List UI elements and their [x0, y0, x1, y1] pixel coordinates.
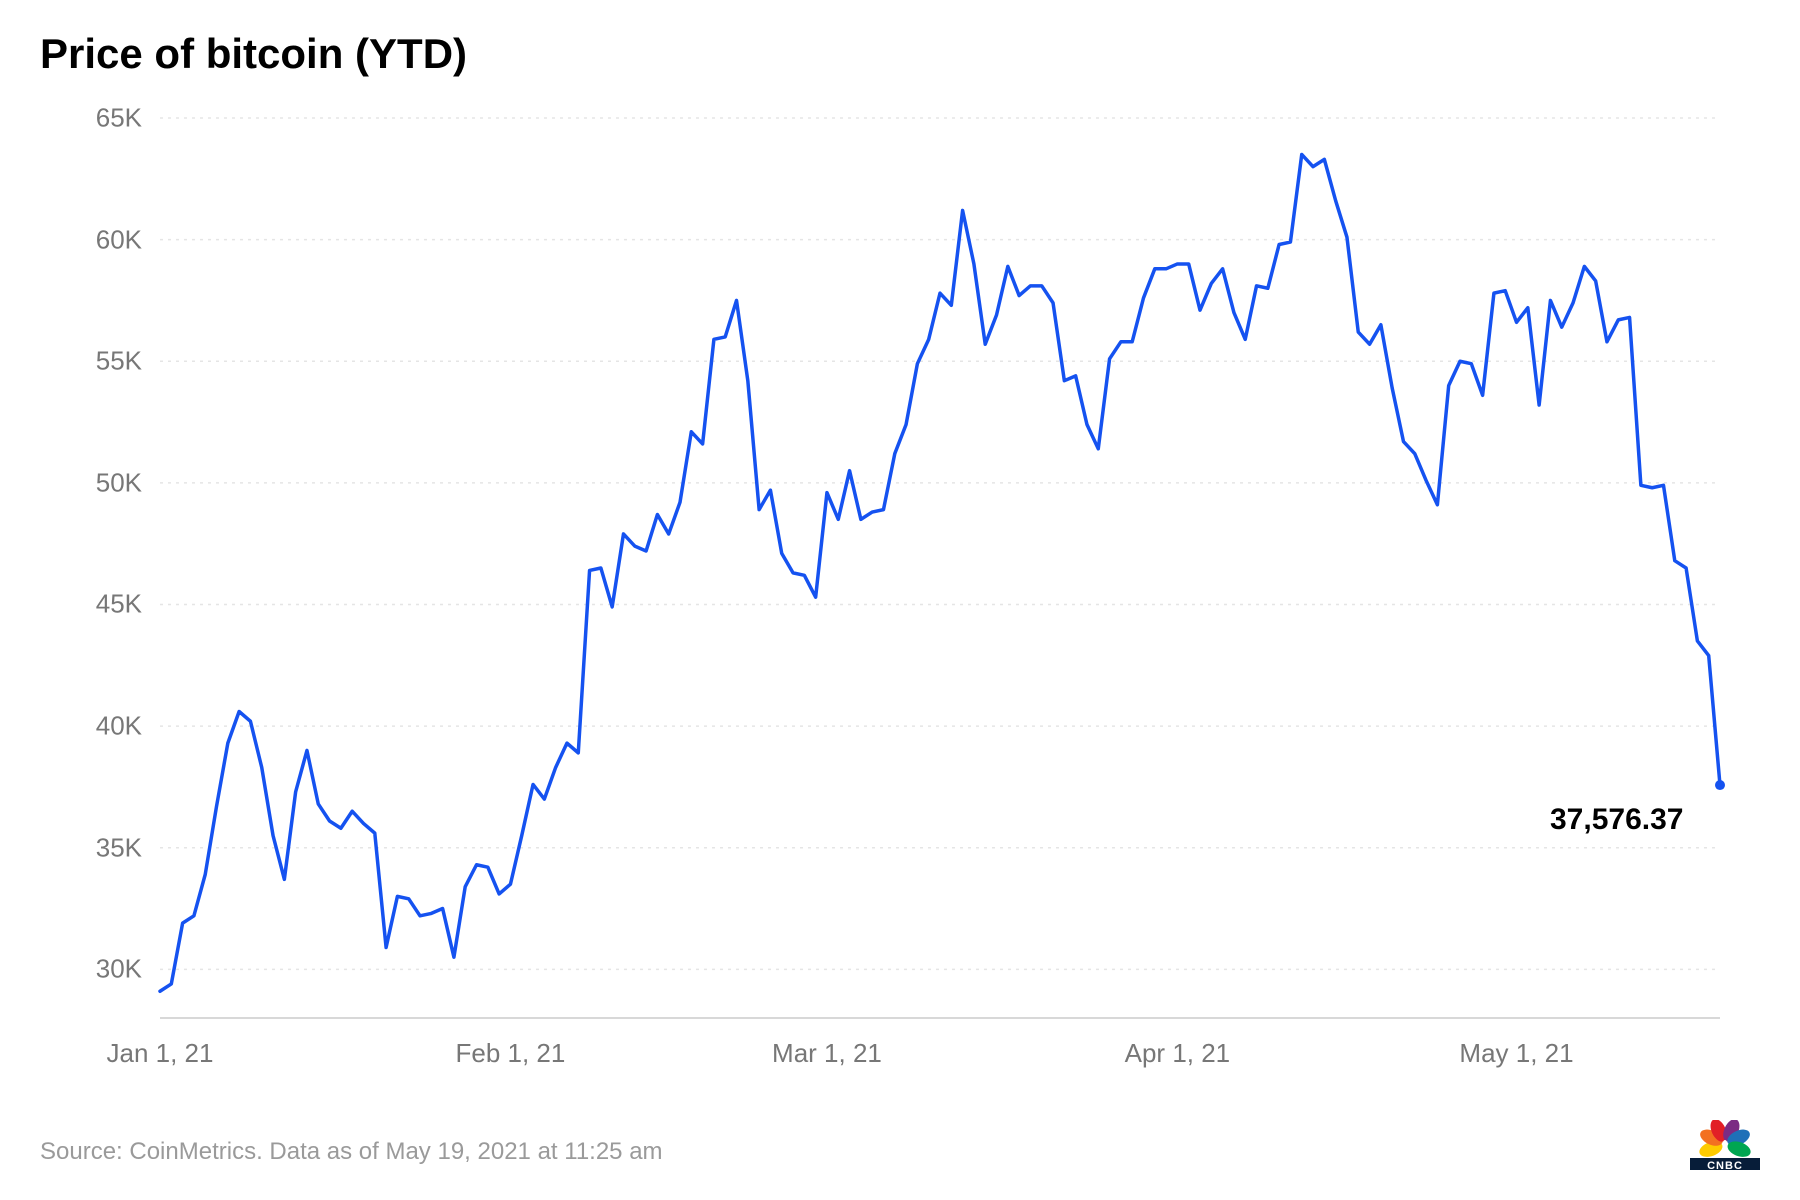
y-tick-label: 30K [40, 954, 142, 985]
x-tick-label: Feb 1, 21 [455, 1038, 565, 1069]
x-tick-label: Apr 1, 21 [1125, 1038, 1231, 1069]
y-tick-label: 45K [40, 589, 142, 620]
x-tick-label: May 1, 21 [1459, 1038, 1573, 1069]
y-tick-label: 50K [40, 467, 142, 498]
y-tick-label: 40K [40, 711, 142, 742]
chart-plot-area: 30K 35K 40K 45K 50K 55K 60K 65K Jan 1, 21 Feb 1,… [40, 98, 1760, 1098]
chart-title: Price of bitcoin (YTD) [40, 30, 1760, 78]
y-tick-label: 60K [40, 224, 142, 255]
y-tick-label: 55K [40, 346, 142, 377]
svg-text:CNBC: CNBC [1707, 1160, 1743, 1170]
y-tick-label: 65K [40, 103, 142, 134]
y-tick-label: 35K [40, 832, 142, 863]
x-tick-label: Jan 1, 21 [107, 1038, 214, 1069]
chart-container: Price of bitcoin (YTD) 30K 35K 40K 45K 50K 55… [0, 0, 1800, 1200]
cnbc-logo: CNBC [1690, 1120, 1760, 1170]
x-tick-label: Mar 1, 21 [772, 1038, 882, 1069]
cnbc-logo-svg: CNBC [1690, 1120, 1760, 1170]
last-value-label: 37,576.37 [1550, 803, 1683, 837]
line-chart-svg [40, 98, 1760, 1098]
source-attribution: Source: CoinMetrics. Data as of May 19, … [40, 1138, 663, 1166]
